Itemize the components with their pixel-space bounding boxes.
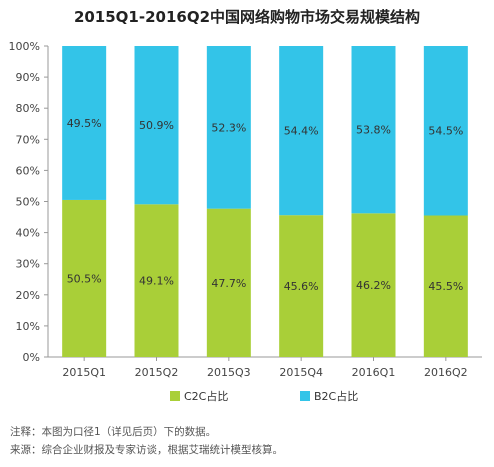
data-label-b2c: 53.8% — [356, 124, 391, 137]
y-tick-label: 80% — [16, 102, 40, 115]
y-tick-label: 20% — [16, 289, 40, 302]
x-tick-label: 2015Q2 — [135, 366, 179, 379]
data-label-c2c: 50.5% — [67, 272, 102, 285]
plot-area: 0% 10% 20% 30% 40% 50% 60% 70% 80% 90% 100% 50.5% 49… — [9, 40, 482, 379]
data-label-b2c: 52.3% — [211, 121, 246, 134]
x-tick-label: 2015Q3 — [207, 366, 251, 379]
data-label-c2c: 46.2% — [356, 279, 391, 292]
footnote-source: 来源：综合企业财报及专家访谈，根据艾瑞统计模型核算。 — [10, 444, 283, 456]
x-tick-label: 2016Q2 — [424, 366, 468, 379]
x-tick-label: 2015Q1 — [62, 366, 106, 379]
data-label-b2c: 54.5% — [428, 125, 463, 138]
data-label-b2c: 54.4% — [284, 125, 319, 138]
data-label-c2c: 49.1% — [139, 275, 174, 288]
bar-c2c — [134, 204, 179, 357]
footnotes: 注释：本图为口径1（详见后页）下的数据。 来源：综合企业财报及专家访谈，根据艾瑞… — [10, 423, 283, 459]
bar-b2c — [62, 46, 107, 200]
y-tick-label: 70% — [16, 133, 40, 146]
y-tick-label: 50% — [16, 196, 40, 209]
bar-b2c — [134, 46, 179, 205]
bar-b2c — [279, 46, 324, 216]
legend-swatch-c2c — [170, 391, 180, 401]
bar-c2c — [279, 215, 324, 357]
bar-b2c — [351, 46, 396, 214]
y-tick-label: 0% — [23, 351, 40, 364]
bar-b2c — [423, 46, 468, 216]
data-label-b2c: 49.5% — [67, 117, 102, 130]
legend-label-b2c: B2C占比 — [314, 389, 358, 403]
y-tick-label: 30% — [16, 258, 40, 271]
x-tick-label: 2016Q1 — [352, 366, 396, 379]
legend: C2C占比 B2C占比 — [170, 389, 358, 403]
bar-b2c — [206, 46, 251, 209]
x-tick-label: 2015Q4 — [279, 366, 323, 379]
legend-label-c2c: C2C占比 — [184, 389, 228, 403]
y-tick-label: 60% — [16, 164, 40, 177]
y-tick-label: 10% — [16, 320, 40, 333]
bar-c2c — [62, 199, 107, 357]
data-label-b2c: 50.9% — [139, 119, 174, 132]
bar-c2c — [351, 213, 396, 357]
y-tick-label: 90% — [16, 71, 40, 84]
y-tick-label: 40% — [16, 227, 40, 240]
bar-c2c — [206, 208, 251, 357]
legend-swatch-b2c — [300, 391, 310, 401]
y-tick-label: 100% — [9, 40, 40, 53]
footnote-note: 注释：本图为口径1（详见后页）下的数据。 — [10, 426, 217, 438]
bar-c2c — [423, 215, 468, 357]
chart-title: 2015Q1-2016Q2中国网络购物市场交易规模结构 — [74, 8, 420, 26]
data-label-c2c: 45.5% — [428, 280, 463, 293]
data-label-c2c: 45.6% — [284, 280, 319, 293]
data-label-c2c: 47.7% — [211, 277, 246, 290]
